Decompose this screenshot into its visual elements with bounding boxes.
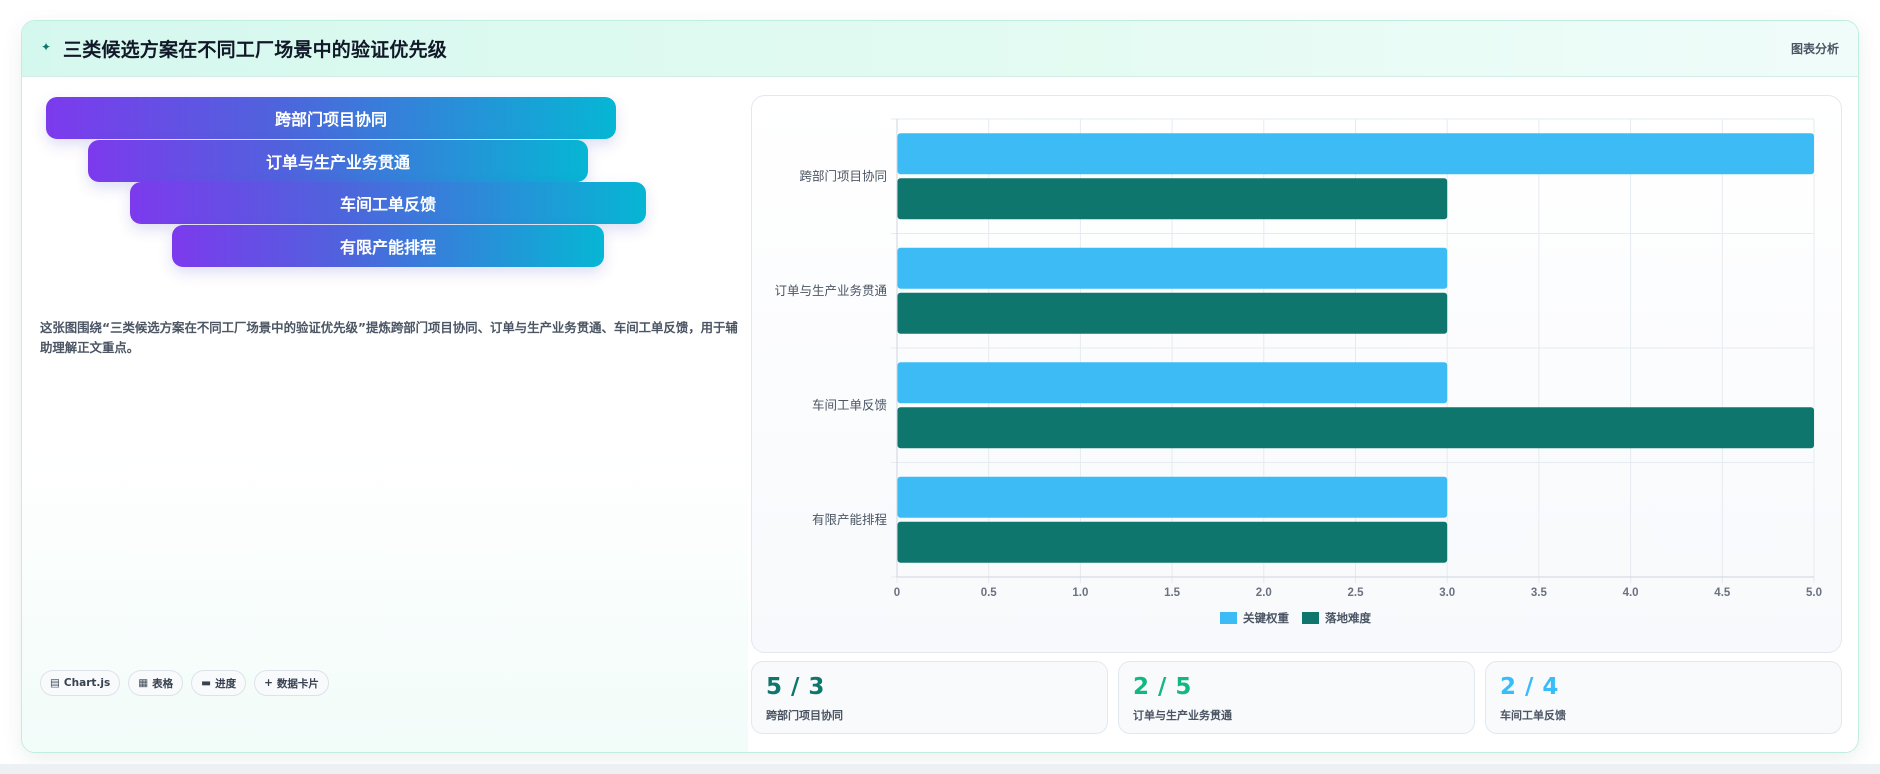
left-panel: 跨部门项目协同 订单与生产业务贯通 车间工单反馈 有限产能排程 这张图围绕“三类… — [22, 78, 748, 752]
x-tick-label: 1.5 — [1164, 587, 1181, 599]
x-tick-label: 2.5 — [1348, 587, 1365, 599]
legend-swatch — [1302, 612, 1319, 624]
bar — [897, 407, 1814, 449]
plus-icon: + — [264, 677, 273, 689]
kpi-label: 车间工单反馈 — [1500, 709, 1566, 722]
chart-card: ✦ 三类候选方案在不同工厂场景中的验证优先级 图表分析 跨部门项目协同 订单与生… — [21, 20, 1859, 753]
bar — [897, 521, 1448, 563]
chart-icon: ▤ — [50, 677, 60, 689]
x-tick-label: 3.5 — [1531, 587, 1548, 599]
bar — [897, 362, 1448, 404]
legend-label: 关键权重 — [1243, 611, 1289, 625]
card-header: ✦ 三类候选方案在不同工厂场景中的验证优先级 图表分析 — [22, 21, 1858, 77]
chip-label: 进度 — [215, 677, 237, 690]
chart-analysis-label: 图表分析 — [1790, 42, 1839, 56]
kpi-value: 5 / 3 — [766, 674, 825, 700]
chip-table[interactable]: ▦ 表格 — [128, 670, 184, 696]
page-title: 三类候选方案在不同工厂场景中的验证优先级 — [63, 39, 448, 61]
chip-progress[interactable]: ▬ 进度 — [191, 670, 247, 696]
kpi-label: 跨部门项目协同 — [766, 709, 843, 722]
kpi-card: 2 / 5 订单与生产业务贯通 — [1118, 661, 1475, 734]
bar — [897, 178, 1448, 220]
x-tick-label: 5.0 — [1806, 587, 1822, 599]
sparkle-icon: ✦ — [41, 40, 52, 54]
legend-swatch — [1220, 612, 1237, 624]
x-tick-label: 1.0 — [1072, 587, 1088, 599]
funnel-item: 跨部门项目协同 — [46, 97, 616, 139]
y-tick-label: 跨部门项目协同 — [799, 168, 887, 183]
kpi-value: 2 / 4 — [1500, 674, 1559, 700]
x-tick-label: 0.5 — [981, 587, 998, 599]
chart-description: 这张图围绕“三类候选方案在不同工厂场景中的验证优先级”提炼跨部门项目协同、订单与… — [40, 320, 738, 355]
chip-data-card[interactable]: + 数据卡片 — [254, 670, 329, 696]
chip-chartjs[interactable]: ▤ Chart.js — [40, 670, 121, 696]
y-tick-label: 有限产能排程 — [812, 512, 888, 527]
chip-label: Chart.js — [63, 677, 111, 689]
chip-label: 数据卡片 — [276, 677, 319, 690]
progress-icon: ▬ — [201, 677, 212, 689]
x-tick-label: 2.0 — [1256, 587, 1272, 599]
funnel-item: 有限产能排程 — [172, 225, 604, 267]
y-tick-label: 车间工单反馈 — [812, 397, 887, 412]
x-tick-label: 0 — [894, 587, 900, 599]
legend-label: 落地难度 — [1325, 611, 1371, 625]
x-tick-label: 4.5 — [1714, 587, 1731, 599]
bar — [897, 133, 1814, 175]
table-icon: ▦ — [138, 677, 149, 689]
feature-chips: ▤ Chart.js ▦ 表格 ▬ 进度 + 数据卡片 — [40, 670, 329, 696]
kpi-value: 2 / 5 — [1133, 674, 1192, 700]
y-tick-label: 订单与生产业务贯通 — [774, 283, 887, 298]
x-tick-label: 4.0 — [1623, 587, 1639, 599]
bar — [897, 476, 1448, 518]
kpi-card: 5 / 3 跨部门项目协同 — [751, 661, 1108, 734]
x-tick-label: 3.0 — [1439, 587, 1455, 599]
chart-panel: 跨部门项目协同订单与生产业务贯通车间工单反馈 有限产能排程 0 0.5 1.0 1.5 2.… — [751, 95, 1842, 653]
chip-label: 表格 — [152, 677, 174, 690]
kpi-card: 2 / 4 车间工单反馈 — [1485, 661, 1842, 734]
bar — [897, 292, 1448, 334]
bar — [897, 247, 1448, 289]
kpi-label: 订单与生产业务贯通 — [1133, 709, 1232, 722]
funnel-item: 车间工单反馈 — [130, 182, 646, 224]
funnel-item: 订单与生产业务贯通 — [88, 140, 588, 182]
